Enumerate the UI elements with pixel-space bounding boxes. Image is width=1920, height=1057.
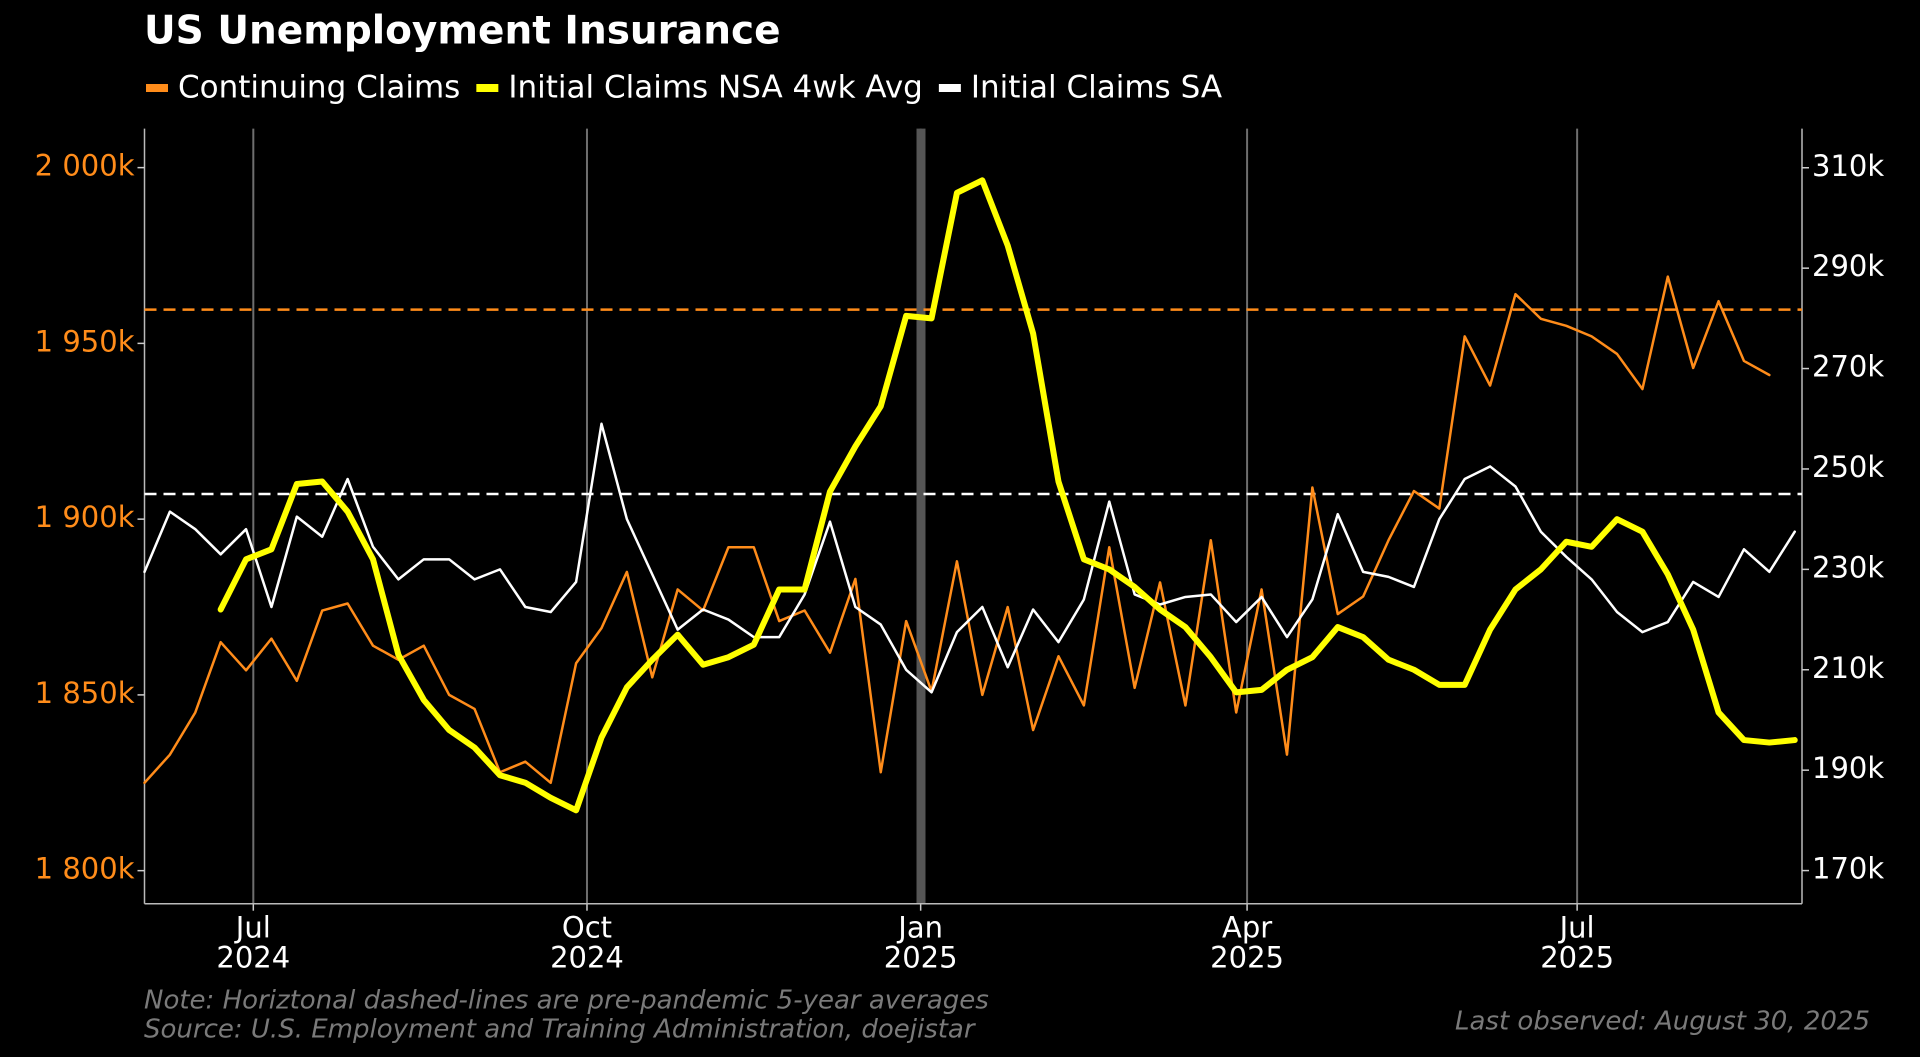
note: Note: Horiztonal dashed-lines are pre-pa… (144, 986, 989, 1016)
y2-tick-label: 270k (1812, 350, 1884, 384)
y-tick-label: 1 800k (35, 852, 135, 886)
y2-tick-label: 310k (1812, 149, 1884, 183)
legend-label: Continuing Claims (178, 70, 460, 106)
y2-tick-label: 210k (1812, 651, 1884, 685)
series-line (143, 275, 1771, 785)
x-tick-label: 2024 (216, 941, 290, 975)
chart-title: US Unemployment Insurance (144, 9, 781, 54)
y-tick-label: 1 850k (35, 676, 135, 710)
x-tick-label: Oct (562, 911, 612, 945)
y2-tick-label: 170k (1812, 852, 1884, 886)
y-tick-label: 2 000k (35, 149, 135, 183)
x-tick-label: Jan (896, 911, 943, 945)
y-tick-label: 1 900k (35, 500, 135, 534)
legend-swatch (476, 84, 499, 92)
legend-label: Initial Claims SA (971, 70, 1222, 106)
year-highlight (916, 128, 926, 904)
y-tick-label: 1 950k (35, 324, 135, 358)
y2-tick-label: 290k (1812, 249, 1884, 283)
x-tick-label: 2025 (1540, 941, 1614, 975)
x-tick-label: 2025 (884, 941, 958, 975)
legend-swatch (938, 84, 961, 92)
y2-tick-label: 190k (1812, 751, 1884, 785)
x-tick-label: Apr (1222, 911, 1272, 945)
y2-tick-label: 230k (1812, 550, 1884, 584)
y2-tick-label: 250k (1812, 450, 1884, 484)
legend-label: Initial Claims NSA 4wk Avg (508, 70, 923, 106)
x-tick-label: 2024 (550, 941, 624, 975)
legend-swatch (146, 84, 168, 92)
series-line (143, 422, 1796, 694)
last-observed: Last observed: August 30, 2025 (1455, 1007, 1870, 1037)
legend: Continuing Claims Initial Claims NSA 4wk … (146, 70, 1222, 106)
x-tick-label: 2025 (1210, 941, 1284, 975)
x-tick-label: Jul (1558, 911, 1595, 945)
source: Source: U.S. Employment and Training Adm… (144, 1015, 977, 1045)
x-tick-label: Jul (234, 911, 271, 945)
series-line (217, 177, 1798, 814)
